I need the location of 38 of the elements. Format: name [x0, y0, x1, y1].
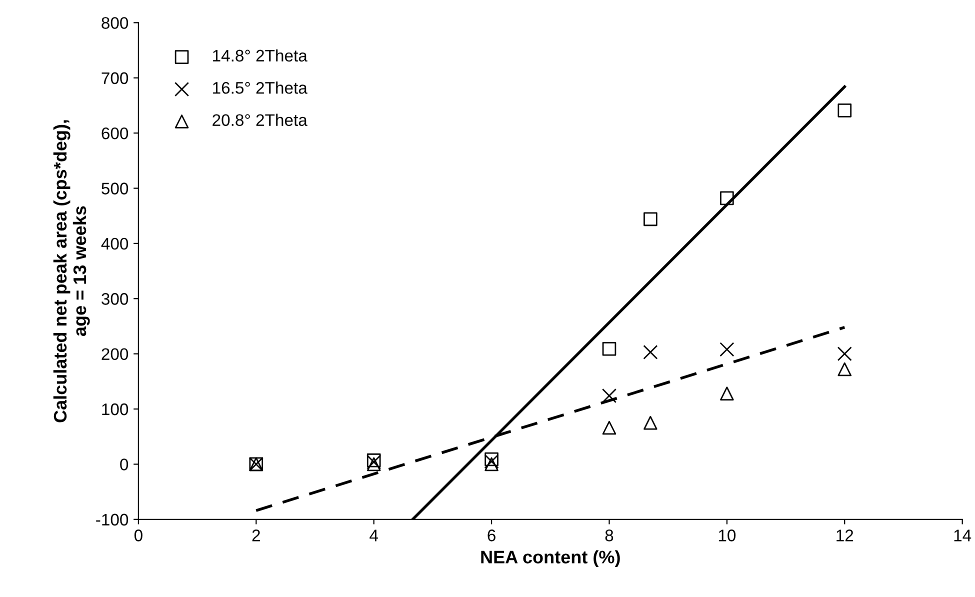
x-tick-label: 14	[954, 530, 972, 542]
x-tick-label: 0	[134, 530, 142, 542]
point	[838, 362, 852, 376]
point	[720, 342, 734, 357]
x-axis-title: NEA content (%)	[481, 550, 620, 568]
point	[484, 452, 498, 466]
point	[602, 342, 616, 356]
point	[484, 454, 499, 469]
x-tick-label: 4	[370, 530, 378, 542]
x-tick-label: 6	[488, 530, 496, 542]
y-tick-label: 0	[120, 458, 128, 470]
y-tick-label: 500	[102, 182, 128, 194]
y-axis-title: Calculated net peak area (cps*deg), age = 13 weeks	[53, 120, 90, 422]
point	[720, 191, 734, 206]
x-tick-label: 8	[605, 530, 614, 542]
y-tick-label: 800	[102, 17, 128, 29]
point	[644, 212, 658, 226]
y-tick-label: -100	[96, 514, 128, 526]
legend-label: 16.5° 2Theta	[213, 82, 308, 94]
point	[838, 104, 852, 118]
point	[602, 388, 617, 404]
point	[643, 344, 658, 360]
legend-label: 20.8° 2Theta	[212, 114, 308, 126]
point	[644, 416, 658, 430]
y-tick-label: 400	[101, 238, 128, 250]
y-tick-label: 200	[102, 348, 128, 360]
x-tick-label: 2	[252, 530, 260, 542]
point	[602, 420, 616, 435]
y-tick-label: 700	[102, 72, 128, 84]
x-tick-label: 10	[718, 530, 736, 542]
point	[720, 386, 734, 400]
y-tick-label: 600	[102, 127, 128, 140]
y-tick-label: 300	[102, 293, 128, 305]
point	[484, 457, 498, 472]
legend-label: 14.8° 2Theta	[213, 49, 308, 62]
x-tick-label: 12	[836, 530, 854, 542]
y-tick-label: 100	[102, 403, 128, 416]
point	[837, 346, 852, 362]
